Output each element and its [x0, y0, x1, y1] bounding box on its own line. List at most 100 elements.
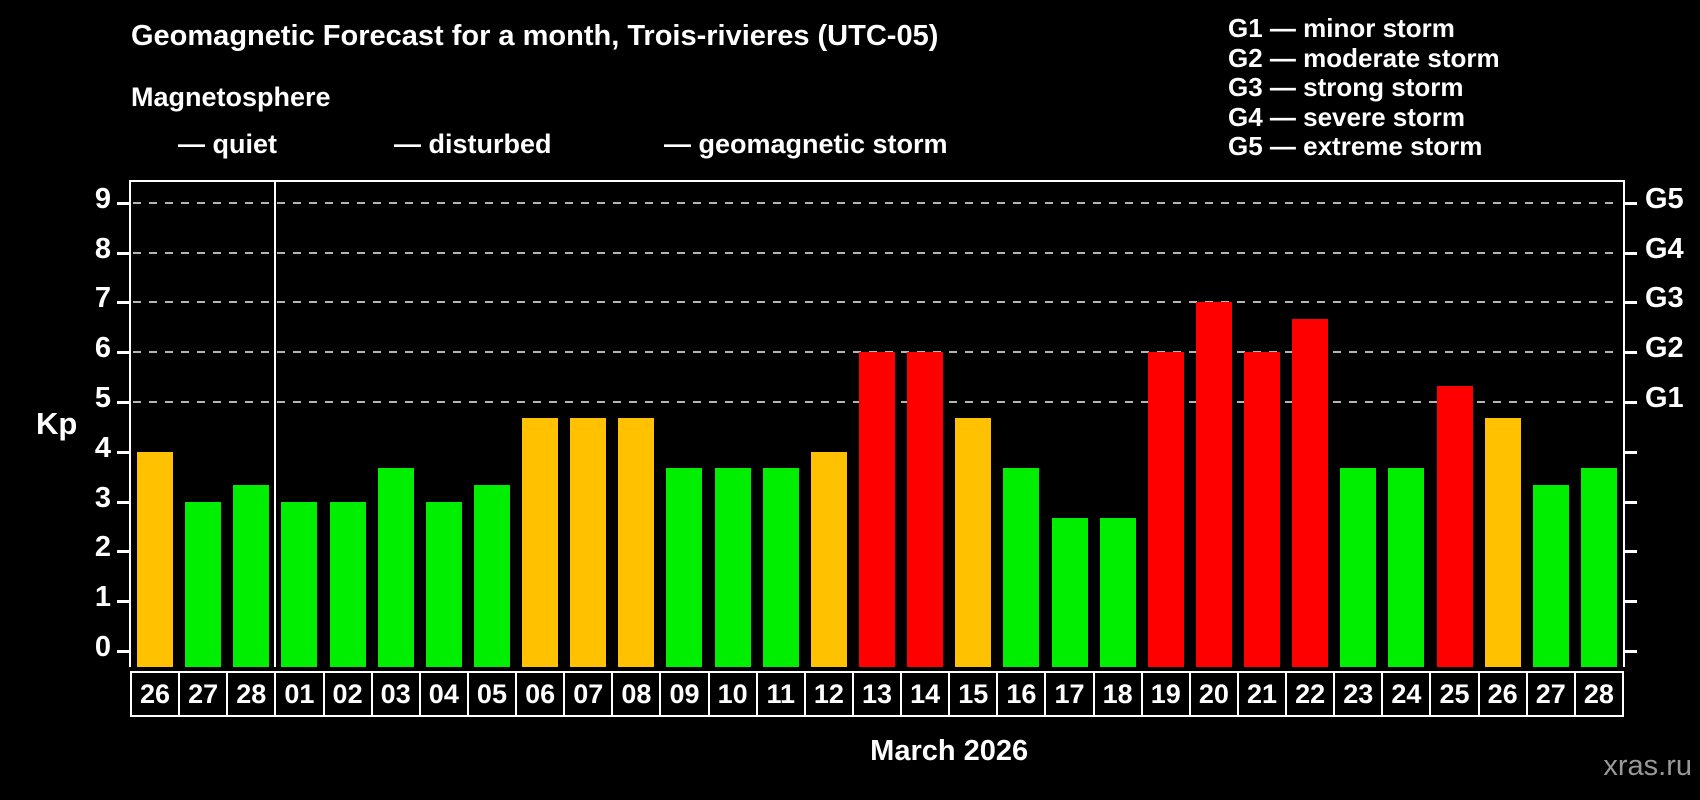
y-tick-label-5: 5 [94, 382, 111, 414]
bar-day-28 [1580, 468, 1617, 667]
y-tick-right-7 [1625, 301, 1637, 305]
day-label-5-03: 03 [370, 671, 421, 717]
day-label-9-07: 07 [563, 671, 614, 717]
y-tick-label-8: 8 [94, 232, 111, 265]
y-tick-right-3 [1625, 500, 1637, 504]
day-label-26-24: 24 [1381, 671, 1432, 717]
day-label-0-26: 26 [130, 671, 181, 717]
day-label-28-26: 26 [1477, 671, 1528, 717]
y-tick-right-8 [1625, 251, 1637, 255]
day-label-19-17: 17 [1044, 671, 1095, 717]
y-tick-left-9 [117, 201, 129, 205]
g-legend-line-g3: G3 — strong storm [1228, 72, 1464, 103]
watermark: xras.ru [1603, 750, 1692, 782]
y-tick-right-1 [1625, 600, 1637, 604]
bar-day-17 [1051, 518, 1088, 667]
day-label-22-20: 20 [1188, 671, 1239, 717]
bar-day-03 [377, 468, 414, 667]
gridline-kp9 [133, 201, 1621, 204]
day-label-29-27: 27 [1525, 671, 1576, 717]
bar-day-11 [762, 468, 799, 667]
bar-day-22 [1292, 318, 1329, 667]
y-tick-left-4 [117, 450, 129, 454]
bar-day-04 [425, 501, 462, 667]
y-tick-right-2 [1625, 550, 1637, 554]
y-tick-right-4 [1625, 450, 1637, 454]
legend-label-quiet: — quiet [178, 128, 277, 159]
y-tick-left-3 [117, 500, 129, 504]
right-axis-label-g3: G3 [1645, 282, 1684, 315]
y-tick-right-6 [1625, 351, 1637, 355]
day-label-3-01: 01 [274, 671, 325, 717]
bar-day-18 [1099, 518, 1136, 667]
y-tick-left-8 [117, 251, 129, 255]
bar-day-28 [233, 485, 270, 667]
g-scale-legend: G1 — minor storm G2 — moderate storm G3 … [1228, 13, 1500, 162]
bar-day-27 [185, 501, 222, 667]
day-label-7-05: 05 [466, 671, 518, 717]
chart-subtitle: Magnetosphere [131, 82, 331, 112]
day-label-24-22: 22 [1285, 671, 1336, 717]
day-label-8-06: 06 [515, 671, 566, 717]
bar-day-19 [1147, 352, 1184, 667]
storm-color-swatch [617, 128, 645, 160]
bar-day-13 [859, 352, 895, 667]
y-tick-right-9 [1625, 201, 1637, 205]
bar-day-16 [1003, 468, 1040, 667]
day-label-15-13: 13 [851, 671, 903, 717]
day-label-27-25: 25 [1429, 671, 1480, 717]
bar-day-15 [955, 418, 992, 667]
day-label-30-28: 28 [1573, 671, 1624, 717]
bar-day-06 [522, 418, 559, 667]
g-legend-line-g4: G4 — severe storm [1228, 101, 1466, 132]
right-axis-label-g4: G4 [1645, 232, 1684, 265]
legend-label-storm: — geomagnetic storm [664, 128, 948, 159]
day-label-17-15: 15 [948, 671, 999, 717]
day-label-1-27: 27 [178, 671, 229, 717]
g-legend-line-g1: G1 — minor storm [1228, 13, 1455, 43]
bar-day-20 [1195, 302, 1232, 667]
day-label-16-14: 14 [900, 671, 951, 717]
day-label-12-10: 10 [707, 671, 758, 717]
day-label-20-18: 18 [1092, 671, 1143, 717]
bar-day-25 [1436, 385, 1473, 667]
bar-day-26 [137, 451, 174, 667]
y-tick-left-6 [117, 351, 129, 355]
bar-day-10 [714, 468, 751, 667]
day-label-13-11: 11 [755, 671, 806, 717]
g-legend-line-g2: G2 — moderate storm [1228, 42, 1500, 73]
g-legend-line-g5: G5 — extreme storm [1228, 131, 1483, 162]
bar-day-12 [810, 451, 847, 667]
legend-label-disturbed: — disturbed [394, 128, 552, 159]
day-label-14-12: 12 [803, 671, 854, 717]
y-tick-label-6: 6 [94, 332, 111, 365]
day-label-10-08: 08 [611, 671, 662, 717]
legend-item-storm: — geomagnetic storm [617, 127, 948, 161]
legend-item-quiet: — quiet [131, 127, 277, 161]
quiet-color-swatch [131, 128, 159, 160]
right-axis-label-g2: G2 [1645, 332, 1684, 365]
y-tick-label-3: 3 [94, 481, 111, 514]
y-tick-right-0 [1625, 650, 1637, 653]
legend-item-disturbed: — disturbed [347, 127, 552, 161]
y-tick-left-5 [117, 401, 129, 404]
gridline-kp7 [133, 301, 1621, 304]
bar-day-01 [281, 501, 318, 667]
bar-day-23 [1340, 468, 1377, 667]
bar-day-09 [666, 468, 703, 667]
month-boundary-line [274, 182, 277, 667]
y-tick-label-9: 9 [94, 182, 111, 215]
bar-day-08 [618, 418, 655, 667]
day-label-18-16: 16 [996, 671, 1047, 717]
y-tick-label-1: 1 [94, 581, 111, 614]
bar-day-02 [329, 501, 366, 667]
y-tick-left-1 [117, 600, 129, 604]
day-label-23-21: 21 [1236, 671, 1288, 717]
day-label-11-09: 09 [659, 671, 710, 717]
y-tick-left-2 [117, 550, 129, 554]
plot-frame [129, 180, 1625, 667]
y-tick-right-5 [1625, 401, 1637, 404]
day-label-2-28: 28 [226, 671, 277, 717]
disturbed-color-swatch [347, 128, 375, 160]
